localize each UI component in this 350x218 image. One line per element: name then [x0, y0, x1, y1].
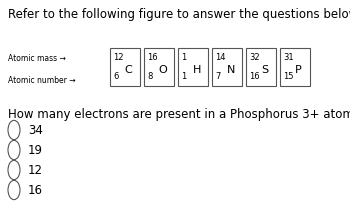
Bar	[280, 48, 310, 86]
Ellipse shape	[8, 140, 20, 160]
Text: 12: 12	[28, 164, 43, 177]
Text: 1: 1	[181, 72, 186, 82]
Text: O: O	[158, 65, 167, 75]
Text: S: S	[261, 65, 268, 75]
Ellipse shape	[8, 180, 20, 200]
Text: 32: 32	[249, 53, 260, 61]
Text: H: H	[193, 65, 201, 75]
Text: 15: 15	[283, 72, 294, 82]
Text: How many electrons are present in a Phosphorus 3+ atom?: How many electrons are present in a Phos…	[8, 108, 350, 121]
Text: 14: 14	[215, 53, 225, 61]
Ellipse shape	[8, 160, 20, 180]
Text: 19: 19	[28, 143, 43, 157]
Bar	[110, 48, 140, 86]
Bar	[178, 48, 208, 86]
Bar	[144, 48, 174, 86]
Text: N: N	[226, 65, 235, 75]
Text: 8: 8	[147, 72, 152, 82]
Text: P: P	[295, 65, 302, 75]
Text: Atomic number →: Atomic number →	[8, 75, 76, 85]
Text: 31: 31	[283, 53, 294, 61]
Text: 16: 16	[28, 184, 43, 196]
Text: 6: 6	[113, 72, 118, 82]
Text: Atomic mass →: Atomic mass →	[8, 53, 66, 63]
Ellipse shape	[8, 120, 20, 140]
Text: C: C	[125, 65, 132, 75]
Bar	[212, 48, 242, 86]
Text: 16: 16	[147, 53, 158, 61]
Bar	[246, 48, 276, 86]
Text: 12: 12	[113, 53, 124, 61]
Text: 34: 34	[28, 124, 43, 136]
Text: Refer to the following figure to answer the questions below.: Refer to the following figure to answer …	[8, 8, 350, 21]
Text: 7: 7	[215, 72, 220, 82]
Text: 16: 16	[249, 72, 260, 82]
Text: 1: 1	[181, 53, 186, 61]
